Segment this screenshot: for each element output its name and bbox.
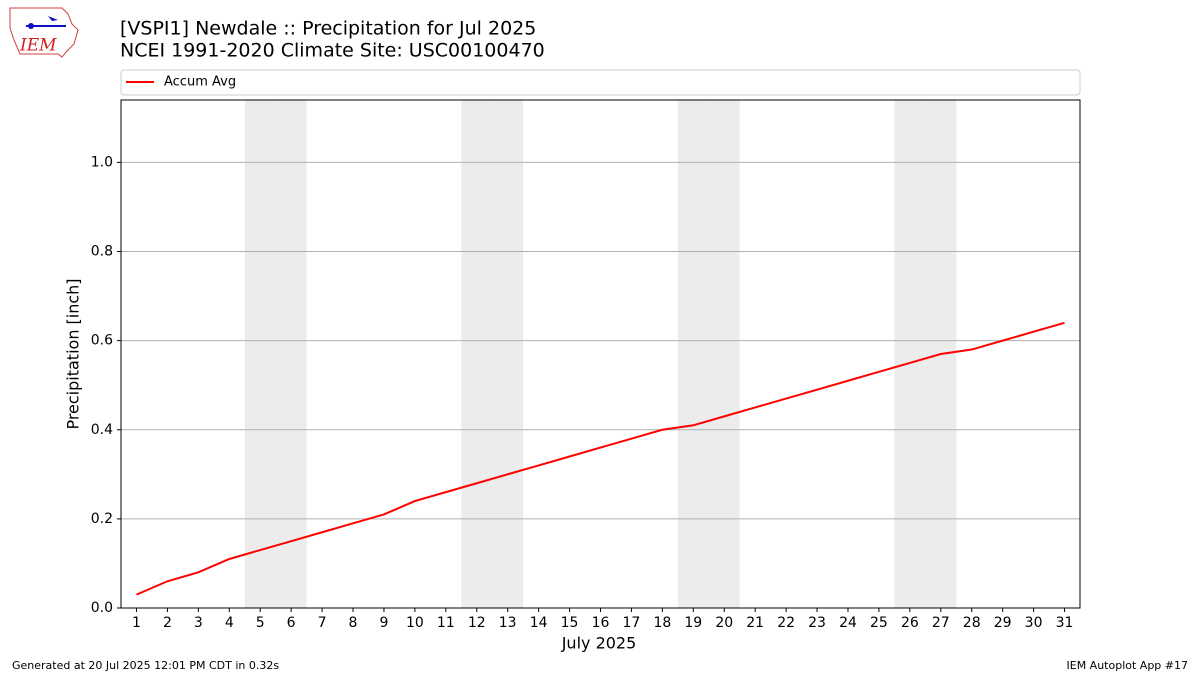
weekend-band	[894, 100, 926, 608]
y-tick-label: 0.8	[91, 244, 113, 260]
y-tick-label: 0.0	[91, 600, 113, 616]
x-tick-label: 25	[870, 615, 888, 631]
x-tick-label: 27	[932, 615, 950, 631]
x-tick-label: 9	[379, 615, 388, 631]
x-tick-label: 13	[499, 615, 517, 631]
footer-right: IEM Autoplot App #17	[1067, 659, 1189, 672]
x-tick-label: 1	[132, 615, 141, 631]
x-tick-label: 26	[901, 615, 919, 631]
weekend-band	[275, 100, 307, 608]
logo-text: IEM	[19, 36, 57, 56]
legend-label: Accum Avg	[164, 75, 236, 90]
x-tick-label: 3	[194, 615, 203, 631]
x-tick-label: 22	[777, 615, 795, 631]
x-tick-label: 24	[839, 615, 857, 631]
x-tick-label: 11	[437, 615, 455, 631]
y-tick-label: 1.0	[91, 154, 113, 170]
x-tick-label: 31	[1056, 615, 1074, 631]
plot-frame	[120, 99, 1081, 609]
footer-left: Generated at 20 Jul 2025 12:01 PM CDT in…	[12, 659, 279, 672]
x-tick-label: 14	[530, 615, 548, 631]
x-tick-label: 29	[994, 615, 1012, 631]
x-tick-label: 20	[715, 615, 733, 631]
x-tick-label: 8	[349, 615, 358, 631]
x-tick-label: 19	[684, 615, 702, 631]
x-tick-label: 15	[561, 615, 579, 631]
chart-subtitle: NCEI 1991-2020 Climate Site: USC00100470	[120, 40, 545, 62]
x-tick-label: 10	[406, 615, 424, 631]
x-tick-label: 30	[1025, 615, 1043, 631]
logo: IEM	[9, 7, 79, 58]
y-tick-label: 0.6	[91, 333, 113, 349]
x-tick-label: 23	[808, 615, 826, 631]
x-tick-label: 21	[746, 615, 764, 631]
x-tick-label: 2	[163, 615, 172, 631]
weekend-band	[492, 100, 524, 608]
weekend-band	[708, 100, 740, 608]
x-tick-label: 18	[653, 615, 671, 631]
weekend-band	[244, 100, 276, 608]
chart-title: [VSPI1] Newdale :: Precipitation for Jul…	[120, 18, 536, 40]
y-axis-label: Precipitation [inch]	[64, 278, 83, 429]
x-axis-label: July 2025	[561, 634, 637, 653]
x-tick-label: 17	[623, 615, 641, 631]
x-tick-label: 5	[256, 615, 265, 631]
x-tick-label: 4	[225, 615, 234, 631]
series-line	[136, 321, 1065, 596]
legend-box	[120, 69, 1081, 96]
y-tick-label: 0.4	[91, 422, 113, 438]
x-tick-label: 28	[963, 615, 981, 631]
x-tick-label: 6	[287, 615, 296, 631]
weekend-band	[461, 100, 493, 608]
weekend-band	[677, 100, 709, 608]
x-tick-label: 7	[318, 615, 327, 631]
y-tick-label: 0.2	[91, 511, 113, 527]
x-tick-label: 16	[592, 615, 610, 631]
x-tick-label: 12	[468, 615, 486, 631]
